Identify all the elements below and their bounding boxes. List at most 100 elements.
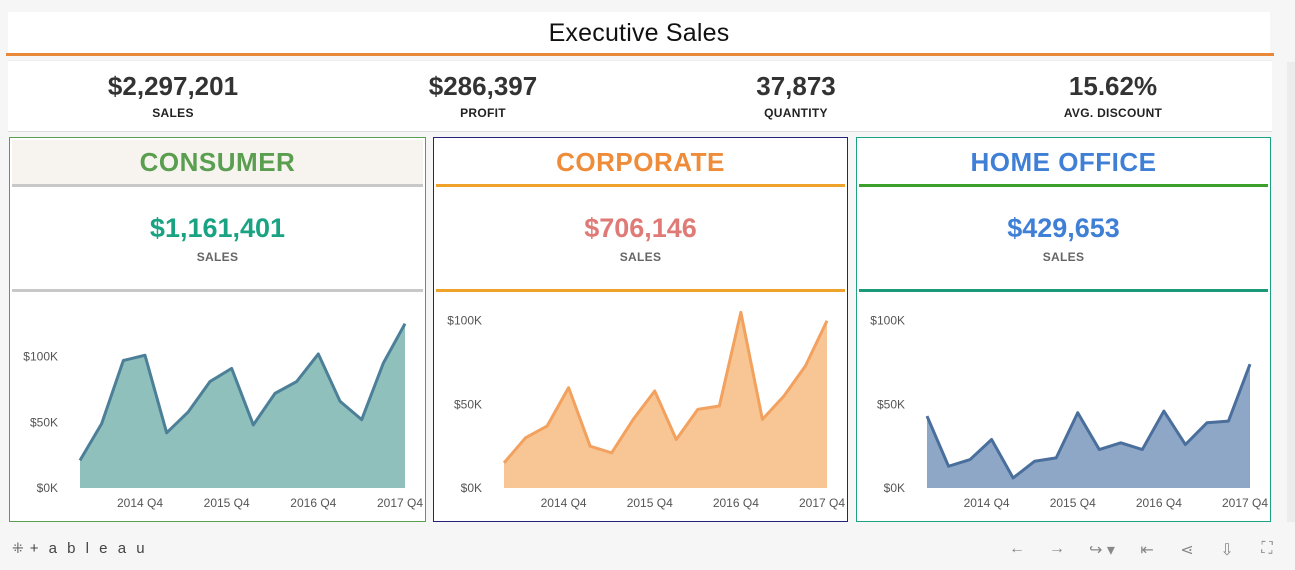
x-tick-label: 2014 Q4 [964,496,1010,510]
data-point[interactable] [781,393,787,399]
x-tick-label: 2014 Q4 [117,496,163,510]
data-point[interactable] [924,413,930,419]
data-point[interactable] [402,321,408,327]
x-tick-label: 2016 Q4 [713,496,759,510]
y-tick-label: $100K [447,314,482,328]
area-fill [80,323,405,488]
data-point[interactable] [272,390,278,396]
data-point[interactable] [946,463,952,469]
tableau-mark-icon: ⁜ [12,540,24,556]
data-point[interactable] [380,360,386,366]
kpi-value: $286,397 [428,71,538,101]
panel-divider [436,289,845,292]
tableau-logo[interactable]: ⁜ + a b l e a u [12,540,148,557]
data-point[interactable] [1182,442,1188,448]
x-tick-label: 2016 Q4 [290,496,336,510]
data-point[interactable] [609,450,615,456]
data-point[interactable] [1204,420,1210,426]
data-point[interactable] [1053,455,1059,461]
scrollbar[interactable] [1287,62,1295,522]
panel-sales-value: $429,653 [1007,213,1120,243]
data-point[interactable] [630,416,636,422]
data-point[interactable] [652,388,658,394]
dashboard-title: Executive Sales [548,18,730,47]
panel-sales: $429,653 SALES [859,187,1268,287]
area-chart-home-office[interactable]: $0K $50K $100K 2014 Q4 2015 Q4 2016 Q4 2017 Q4 [857,292,1270,521]
data-point[interactable] [544,423,550,429]
data-point[interactable] [164,430,170,436]
y-tick-label: $100K [870,314,905,328]
title-underline [6,53,1274,56]
data-point[interactable] [120,358,126,364]
data-point[interactable] [695,406,701,412]
panel-sales-label: SALES [196,250,239,264]
data-point[interactable] [229,365,235,371]
data-point[interactable] [501,460,507,466]
area-chart-corporate[interactable]: $0K $50K $100K 2014 Q4 2015 Q4 2016 Q4 2017 Q4 [434,292,847,521]
data-point[interactable] [716,403,722,409]
data-point[interactable] [359,417,365,423]
data-point[interactable] [250,422,256,428]
data-point[interactable] [587,443,593,449]
data-point[interactable] [99,421,105,427]
panel-divider [12,289,423,292]
data-point[interactable] [207,379,213,385]
data-point[interactable] [566,385,572,391]
undo-icon[interactable]: ← [1009,540,1025,557]
redo-icon[interactable]: → [1049,540,1065,557]
x-tick-label: 2017 Q4 [1222,496,1268,510]
data-point[interactable] [185,409,191,415]
data-point[interactable] [1118,440,1124,446]
data-point[interactable] [315,351,321,357]
share-icon[interactable]: ⋖ [1180,542,1194,559]
panel-sales-value: $706,146 [584,213,697,243]
data-point[interactable] [1010,475,1016,481]
y-tick-label: $0K [884,481,905,495]
series-line [502,310,829,464]
data-point[interactable] [1247,361,1253,367]
data-point[interactable] [1225,418,1231,424]
y-tick-label: $100K [23,350,58,364]
data-point[interactable] [1075,410,1081,416]
area-fill [504,312,827,488]
fullscreen-icon[interactable]: ⛶ [1261,540,1273,557]
data-point[interactable] [142,352,148,358]
panel-consumer: CONSUMER $1,161,401 SALES $0K $50K $100K 20… [9,137,426,522]
revert-icon[interactable]: ↪ ▾ [1089,542,1115,559]
panel-divider [859,184,1268,187]
download-icon[interactable]: ⇩ [1220,542,1234,559]
data-point[interactable] [1139,447,1145,453]
panel-sales: $1,161,401 SALES [12,187,423,287]
data-point[interactable] [989,436,995,442]
x-tick-label: 2017 Q4 [799,496,845,510]
data-point[interactable] [523,435,529,441]
panel-divider [12,184,423,187]
x-tick-label: 2017 Q4 [377,496,423,510]
data-point[interactable] [337,398,343,404]
x-tick-label: 2015 Q4 [627,496,673,510]
kpi-label: SALES [152,106,194,120]
data-point[interactable] [1096,447,1102,453]
kpi-sales: $2,297,201 SALES [53,71,293,120]
area-chart-consumer[interactable]: $0K $50K $100K 2014 Q4 2015 Q4 2016 Q4 2017 Q4 [10,292,425,521]
kpi-label: AVG. DISCOUNT [1063,106,1163,120]
panel-divider [859,289,1268,292]
panel-corporate: CORPORATE $706,146 SALES $0K $50K $100K 201… [433,137,848,522]
data-point[interactable] [1161,408,1167,414]
data-point[interactable] [967,457,973,463]
tableau-wordmark: + a b l e a u [29,540,148,557]
data-point[interactable] [824,318,830,324]
reset-icon[interactable]: ⇤ [1140,542,1154,559]
data-point[interactable] [294,379,300,385]
kpi-row: $2,297,201 SALES $286,397 PROFIT 37,873 … [8,60,1272,132]
kpi-label: PROFIT [460,106,506,120]
data-point[interactable] [759,416,765,422]
data-point[interactable] [673,436,679,442]
data-point[interactable] [77,457,83,463]
kpi-value: 15.62% [1068,71,1158,101]
data-point[interactable] [1032,458,1038,464]
y-tick-label: $0K [461,481,482,495]
data-point[interactable] [802,363,808,369]
data-point[interactable] [738,309,744,315]
panel-header: CORPORATE [556,146,725,177]
